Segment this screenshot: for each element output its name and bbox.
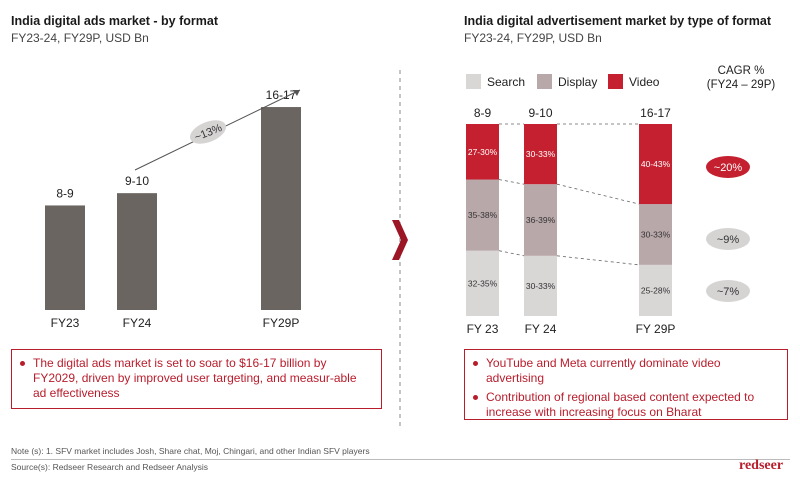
left-callout-box: The digital ads market is set to soar to… (11, 349, 382, 409)
bullet-icon (473, 395, 478, 400)
x-tick-label: FY 23 (467, 322, 499, 336)
right-callout-box: YouTube and Meta currently dominate vide… (464, 349, 788, 420)
connector-line (498, 250, 525, 257)
bar-FY23 (45, 205, 85, 310)
growth-arrow-head (293, 90, 300, 96)
x-tick-label: FY 29P (636, 322, 676, 336)
segment-value-label: 30-33% (641, 229, 671, 239)
right-callout-item: Contribution of regional based content e… (473, 390, 779, 420)
x-tick-label: FY29P (263, 316, 300, 330)
stack-segment-video (466, 124, 499, 180)
footer-note: Note (s): 1. SFV market includes Josh, S… (11, 446, 370, 456)
segment-value-label: 27-30% (468, 147, 498, 157)
cagr-pill (706, 228, 750, 250)
connector-line (556, 255, 640, 266)
stack-segment-video (524, 124, 557, 185)
legend-label: Video (629, 75, 660, 89)
stack-segment-display (639, 204, 672, 265)
stack-segment-display (524, 184, 557, 256)
segment-value-label: 30-33% (526, 281, 556, 291)
footer-rule (11, 459, 790, 460)
x-tick-label: FY24 (123, 316, 152, 330)
bullet-icon (473, 361, 478, 366)
right-callout-text-2: Contribution of regional based content e… (486, 390, 755, 419)
legend-label: Display (558, 75, 597, 89)
cagr-value: ~7% (717, 286, 740, 298)
cagr-header: CAGR % (718, 65, 765, 77)
cagr-pill (706, 280, 750, 302)
growth-label-pill: ~13% (189, 120, 227, 144)
legend-swatch (537, 74, 552, 89)
cagr-header-sub: (FY24 – 29P) (707, 79, 776, 91)
segment-value-label: 35-38% (468, 210, 498, 220)
segment-value-label: 30-33% (526, 149, 556, 159)
stack-segment-search (466, 250, 499, 316)
stack-segment-search (639, 264, 672, 316)
legend-label: Search (487, 75, 525, 89)
cagr-value: ~20% (714, 162, 743, 174)
panel-divider (392, 70, 408, 430)
brand-logo: redseer (739, 458, 784, 473)
left-callout-text: The digital ads market is set to soar to… (33, 356, 357, 400)
x-tick-label: FY23 (51, 316, 80, 330)
segment-value-label: 25-28% (641, 285, 671, 295)
right-stacked-chart: Search Display Video CAGR % (FY24 – 29P) 3… (466, 65, 776, 336)
cagr-value: ~9% (717, 234, 740, 246)
cagr-pill (706, 156, 750, 178)
chevron-right-icon (392, 220, 408, 260)
bar-total-label: 8-9 (474, 106, 492, 120)
right-callout-text-1: YouTube and Meta currently dominate vide… (486, 356, 721, 385)
right-chart-subtitle: FY23-24, FY29P, USD Bn (464, 31, 602, 45)
x-tick-label: FY 24 (525, 322, 557, 336)
left-callout-item: The digital ads market is set to soar to… (20, 356, 373, 401)
bar-value-label: 16-17 (266, 88, 297, 102)
right-chart-title: India digital advertisement market by ty… (464, 14, 772, 28)
connector-line (498, 179, 525, 185)
connector-line (556, 183, 640, 205)
segment-value-label: 36-39% (526, 215, 556, 225)
left-chart-title: India digital ads market - by format (11, 14, 218, 28)
bar-total-label: 16-17 (640, 106, 671, 120)
stack-segment-search (524, 255, 557, 316)
segment-value-label: 40-43% (641, 159, 671, 169)
left-bar-chart: 8-9 FY23 9-10 FY24 16-17 FY29P ~13% (45, 88, 301, 330)
bullet-icon (20, 361, 25, 366)
stack-segment-video (639, 124, 672, 205)
legend-swatch (466, 74, 481, 89)
bar-value-label: 8-9 (56, 186, 74, 200)
bar-FY29P (261, 107, 301, 310)
bar-value-label: 9-10 (125, 174, 149, 188)
legend-swatch (608, 74, 623, 89)
right-callout-item: YouTube and Meta currently dominate vide… (473, 356, 779, 386)
footer-source: Source(s): Redseer Research and Redseer … (11, 462, 209, 472)
stack-segment-display (466, 179, 499, 251)
segment-value-label: 32-35% (468, 278, 498, 288)
left-chart-subtitle: FY23-24, FY29P, USD Bn (11, 31, 149, 45)
bar-FY24 (117, 193, 157, 310)
bar-total-label: 9-10 (528, 106, 552, 120)
